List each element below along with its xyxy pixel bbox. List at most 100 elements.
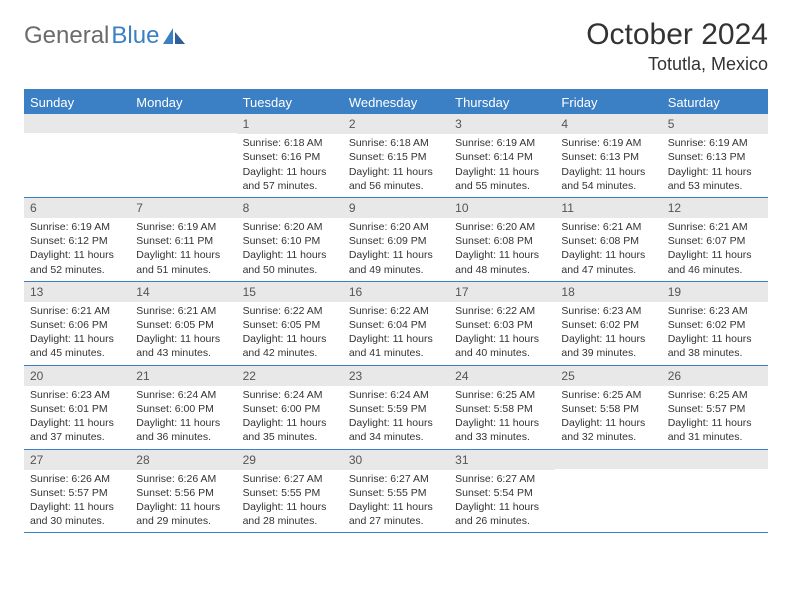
day-cell: 16Sunrise: 6:22 AMSunset: 6:04 PMDayligh… xyxy=(343,282,449,365)
sunrise-text: Sunrise: 6:22 AM xyxy=(243,304,337,318)
daylight-line2: and 50 minutes. xyxy=(243,263,337,277)
daylight-line2: and 54 minutes. xyxy=(561,179,655,193)
empty-day-bar xyxy=(662,450,768,469)
daylight-line1: Daylight: 11 hours xyxy=(455,248,549,262)
day-content: Sunrise: 6:23 AMSunset: 6:01 PMDaylight:… xyxy=(24,386,130,449)
day-number: 4 xyxy=(555,114,661,134)
daylight-line1: Daylight: 11 hours xyxy=(455,500,549,514)
sunrise-text: Sunrise: 6:27 AM xyxy=(243,472,337,486)
daylight-line1: Daylight: 11 hours xyxy=(136,500,230,514)
sunset-text: Sunset: 6:02 PM xyxy=(561,318,655,332)
daylight-line2: and 56 minutes. xyxy=(349,179,443,193)
daylight-line1: Daylight: 11 hours xyxy=(136,248,230,262)
daylight-line2: and 49 minutes. xyxy=(349,263,443,277)
day-number: 11 xyxy=(555,198,661,218)
day-number: 14 xyxy=(130,282,236,302)
day-cell: 1Sunrise: 6:18 AMSunset: 6:16 PMDaylight… xyxy=(237,114,343,197)
day-cell: 4Sunrise: 6:19 AMSunset: 6:13 PMDaylight… xyxy=(555,114,661,197)
day-number: 24 xyxy=(449,366,555,386)
day-content: Sunrise: 6:21 AMSunset: 6:05 PMDaylight:… xyxy=(130,302,236,365)
daylight-line1: Daylight: 11 hours xyxy=(455,332,549,346)
day-cell: 12Sunrise: 6:21 AMSunset: 6:07 PMDayligh… xyxy=(662,198,768,281)
day-content: Sunrise: 6:21 AMSunset: 6:06 PMDaylight:… xyxy=(24,302,130,365)
daylight-line2: and 57 minutes. xyxy=(243,179,337,193)
day-cell: 24Sunrise: 6:25 AMSunset: 5:58 PMDayligh… xyxy=(449,366,555,449)
empty-day-bar xyxy=(24,114,130,133)
daylight-line1: Daylight: 11 hours xyxy=(668,165,762,179)
daylight-line1: Daylight: 11 hours xyxy=(349,165,443,179)
day-cell: 30Sunrise: 6:27 AMSunset: 5:55 PMDayligh… xyxy=(343,450,449,533)
sunrise-text: Sunrise: 6:25 AM xyxy=(455,388,549,402)
day-cell-empty xyxy=(24,114,130,197)
sunrise-text: Sunrise: 6:19 AM xyxy=(561,136,655,150)
sunset-text: Sunset: 6:16 PM xyxy=(243,150,337,164)
sunset-text: Sunset: 6:13 PM xyxy=(668,150,762,164)
day-cell: 7Sunrise: 6:19 AMSunset: 6:11 PMDaylight… xyxy=(130,198,236,281)
day-content: Sunrise: 6:25 AMSunset: 5:57 PMDaylight:… xyxy=(662,386,768,449)
sunset-text: Sunset: 6:13 PM xyxy=(561,150,655,164)
day-cell: 23Sunrise: 6:24 AMSunset: 5:59 PMDayligh… xyxy=(343,366,449,449)
day-content: Sunrise: 6:22 AMSunset: 6:03 PMDaylight:… xyxy=(449,302,555,365)
day-cell: 31Sunrise: 6:27 AMSunset: 5:54 PMDayligh… xyxy=(449,450,555,533)
week-row: 27Sunrise: 6:26 AMSunset: 5:57 PMDayligh… xyxy=(24,450,768,534)
daylight-line1: Daylight: 11 hours xyxy=(136,416,230,430)
daylight-line1: Daylight: 11 hours xyxy=(561,332,655,346)
day-cell: 10Sunrise: 6:20 AMSunset: 6:08 PMDayligh… xyxy=(449,198,555,281)
daylight-line2: and 37 minutes. xyxy=(30,430,124,444)
day-content: Sunrise: 6:22 AMSunset: 6:04 PMDaylight:… xyxy=(343,302,449,365)
day-content: Sunrise: 6:21 AMSunset: 6:07 PMDaylight:… xyxy=(662,218,768,281)
sunset-text: Sunset: 6:09 PM xyxy=(349,234,443,248)
sunrise-text: Sunrise: 6:20 AM xyxy=(243,220,337,234)
daylight-line2: and 30 minutes. xyxy=(30,514,124,528)
day-cell: 8Sunrise: 6:20 AMSunset: 6:10 PMDaylight… xyxy=(237,198,343,281)
day-cell-empty xyxy=(130,114,236,197)
day-content: Sunrise: 6:26 AMSunset: 5:57 PMDaylight:… xyxy=(24,470,130,533)
day-number: 8 xyxy=(237,198,343,218)
day-content: Sunrise: 6:18 AMSunset: 6:15 PMDaylight:… xyxy=(343,134,449,197)
day-number: 13 xyxy=(24,282,130,302)
daylight-line1: Daylight: 11 hours xyxy=(243,332,337,346)
daylight-line2: and 55 minutes. xyxy=(455,179,549,193)
day-number: 23 xyxy=(343,366,449,386)
day-content: Sunrise: 6:24 AMSunset: 6:00 PMDaylight:… xyxy=(130,386,236,449)
sunrise-text: Sunrise: 6:24 AM xyxy=(243,388,337,402)
daylight-line1: Daylight: 11 hours xyxy=(668,248,762,262)
day-content: Sunrise: 6:27 AMSunset: 5:54 PMDaylight:… xyxy=(449,470,555,533)
daylight-line2: and 36 minutes. xyxy=(136,430,230,444)
day-number: 28 xyxy=(130,450,236,470)
daylight-line1: Daylight: 11 hours xyxy=(243,500,337,514)
daylight-line2: and 52 minutes. xyxy=(30,263,124,277)
day-content: Sunrise: 6:19 AMSunset: 6:13 PMDaylight:… xyxy=(555,134,661,197)
logo: GeneralBlue xyxy=(24,18,185,50)
sunset-text: Sunset: 6:14 PM xyxy=(455,150,549,164)
sunset-text: Sunset: 6:06 PM xyxy=(30,318,124,332)
day-content: Sunrise: 6:23 AMSunset: 6:02 PMDaylight:… xyxy=(555,302,661,365)
day-number: 27 xyxy=(24,450,130,470)
sunset-text: Sunset: 5:57 PM xyxy=(30,486,124,500)
daylight-line2: and 33 minutes. xyxy=(455,430,549,444)
sunset-text: Sunset: 6:01 PM xyxy=(30,402,124,416)
header: GeneralBlue October 2024 Totutla, Mexico xyxy=(24,18,768,75)
daylight-line1: Daylight: 11 hours xyxy=(30,500,124,514)
day-number: 6 xyxy=(24,198,130,218)
weekday-friday: Friday xyxy=(555,91,661,114)
daylight-line1: Daylight: 11 hours xyxy=(455,416,549,430)
day-number: 17 xyxy=(449,282,555,302)
day-cell: 26Sunrise: 6:25 AMSunset: 5:57 PMDayligh… xyxy=(662,366,768,449)
sunrise-text: Sunrise: 6:21 AM xyxy=(561,220,655,234)
daylight-line1: Daylight: 11 hours xyxy=(561,416,655,430)
sunrise-text: Sunrise: 6:18 AM xyxy=(243,136,337,150)
day-number: 7 xyxy=(130,198,236,218)
weekday-tuesday: Tuesday xyxy=(237,91,343,114)
day-number: 29 xyxy=(237,450,343,470)
daylight-line1: Daylight: 11 hours xyxy=(349,332,443,346)
sunset-text: Sunset: 6:08 PM xyxy=(455,234,549,248)
day-content: Sunrise: 6:20 AMSunset: 6:09 PMDaylight:… xyxy=(343,218,449,281)
day-cell-empty xyxy=(662,450,768,533)
day-number: 9 xyxy=(343,198,449,218)
calendar: SundayMondayTuesdayWednesdayThursdayFrid… xyxy=(24,89,768,533)
day-number: 19 xyxy=(662,282,768,302)
sunset-text: Sunset: 5:58 PM xyxy=(561,402,655,416)
day-content: Sunrise: 6:26 AMSunset: 5:56 PMDaylight:… xyxy=(130,470,236,533)
day-content: Sunrise: 6:20 AMSunset: 6:08 PMDaylight:… xyxy=(449,218,555,281)
